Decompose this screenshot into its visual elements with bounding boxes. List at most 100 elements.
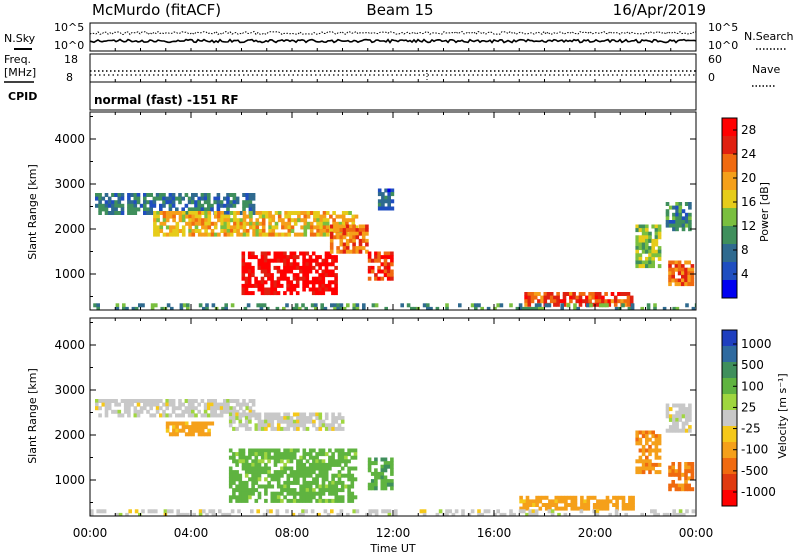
heatmap-cell: [690, 462, 695, 466]
heatmap-cell: [684, 414, 689, 419]
heatmap-cell: [131, 306, 136, 310]
heatmap-cell: [162, 214, 167, 219]
heatmap-cell: [383, 486, 388, 491]
heatmap-cell: [270, 273, 274, 278]
beam-title: Beam 15: [366, 1, 433, 19]
heatmap-cell: [535, 499, 539, 504]
heatmap-cell: [635, 437, 639, 442]
heatmap-cell: [207, 432, 211, 437]
heatmap-cell: [241, 258, 246, 263]
heatmap-cell: [315, 280, 319, 285]
heatmap-cell: [322, 214, 327, 219]
heatmap-cell: [303, 221, 308, 226]
heatmap-cell: [171, 402, 176, 407]
heatmap-cell: [672, 421, 676, 426]
heatmap-cell: [104, 207, 109, 212]
heatmap-cell: [260, 423, 265, 428]
heatmap-cell: [309, 229, 314, 233]
heatmap-cell: [334, 416, 339, 421]
heatmap-cell: [592, 509, 596, 514]
heatmap-cell: [136, 196, 141, 201]
heatmap-cell: [607, 299, 612, 304]
heatmap-cell: [156, 225, 160, 230]
heatmap-cell: [318, 423, 323, 428]
heatmap-cell: [172, 211, 176, 215]
heatmap-cell: [169, 229, 173, 233]
heatmap-cell: [334, 488, 339, 493]
heatmap-cell: [338, 214, 343, 219]
heatmap-cell: [127, 196, 131, 201]
heatmap-cell: [665, 410, 670, 415]
heatmap-cell: [678, 403, 683, 408]
heatmap-cell: [438, 509, 443, 514]
heatmap-cell: [244, 265, 249, 270]
heatmap-cell: [235, 484, 239, 489]
heatmap-cell: [257, 470, 262, 475]
heatmap-cell: [342, 228, 347, 233]
heatmap-cell: [318, 265, 322, 270]
heatmap-cell: [585, 295, 589, 300]
heatmap-cell: [361, 238, 366, 243]
heatmap-cell: [645, 231, 649, 236]
heatmap-cell: [674, 472, 679, 477]
heatmap-cell: [133, 211, 138, 215]
noise-search-trace: [89, 30, 697, 36]
heatmap-cell: [646, 303, 651, 308]
heatmap-cell: [96, 303, 100, 308]
heatmap-cell: [327, 255, 332, 260]
heatmap-cell: [296, 480, 300, 485]
heatmap-cell: [292, 455, 297, 460]
heatmap-cell: [204, 432, 208, 437]
heatmap-cell: [499, 303, 504, 308]
heatmap-cell: [261, 211, 266, 215]
heatmap-cell: [311, 287, 316, 292]
heatmap-cell: [279, 273, 284, 278]
heatmap-cell: [535, 495, 539, 500]
heatmap-cell: [279, 258, 284, 263]
heatmap-cell: [241, 466, 246, 471]
heatmap-cell: [241, 484, 246, 489]
heatmap-cell: [314, 303, 318, 308]
heatmap-cell: [665, 216, 670, 221]
heatmap-cell: [241, 452, 246, 457]
heatmap-cell: [305, 480, 310, 485]
heatmap-cell: [159, 193, 163, 197]
heatmap-cell: [155, 196, 160, 201]
heatmap-cell: [569, 295, 573, 300]
heatmap-cell: [324, 423, 329, 428]
heatmap-cell: [613, 295, 618, 300]
heatmap-cell: [295, 283, 300, 288]
heatmap-cell: [347, 459, 351, 464]
heatmap-cell: [257, 477, 262, 482]
heatmap-cell: [255, 221, 260, 226]
heatmap-cell: [638, 246, 643, 251]
heatmap-cell: [299, 498, 303, 503]
heatmap-cell: [540, 295, 544, 300]
heatmap-cell: [681, 421, 686, 426]
heatmap-cell: [286, 484, 291, 489]
heatmap-cell: [672, 428, 676, 433]
heatmap-cell: [210, 421, 215, 426]
heatmap-cell: [332, 221, 336, 226]
heatmap-cell: [596, 503, 600, 507]
heatmap-cell: [645, 437, 649, 442]
noise-left-tick-top: 10^5: [54, 21, 84, 34]
heatmap-cell: [233, 221, 237, 226]
heatmap-cell: [384, 206, 388, 211]
heatmap-cell: [321, 491, 326, 496]
heatmap-cell: [648, 235, 652, 240]
heatmap-cell: [368, 512, 372, 516]
heatmap-cell: [648, 444, 652, 449]
heatmap-cell: [678, 512, 683, 516]
heatmap-cell: [635, 470, 639, 475]
heatmap-cell: [564, 495, 568, 500]
heatmap-cell: [200, 428, 205, 433]
heatmap-cell: [645, 224, 649, 229]
heatmap-cell: [315, 477, 319, 482]
heatmap-cell: [557, 499, 562, 504]
heatmap-cell: [229, 193, 233, 197]
heatmap-cell: [528, 499, 533, 504]
heatmap-cell: [191, 409, 195, 414]
heatmap-cell: [687, 465, 691, 470]
heatmap-cell: [136, 193, 141, 197]
